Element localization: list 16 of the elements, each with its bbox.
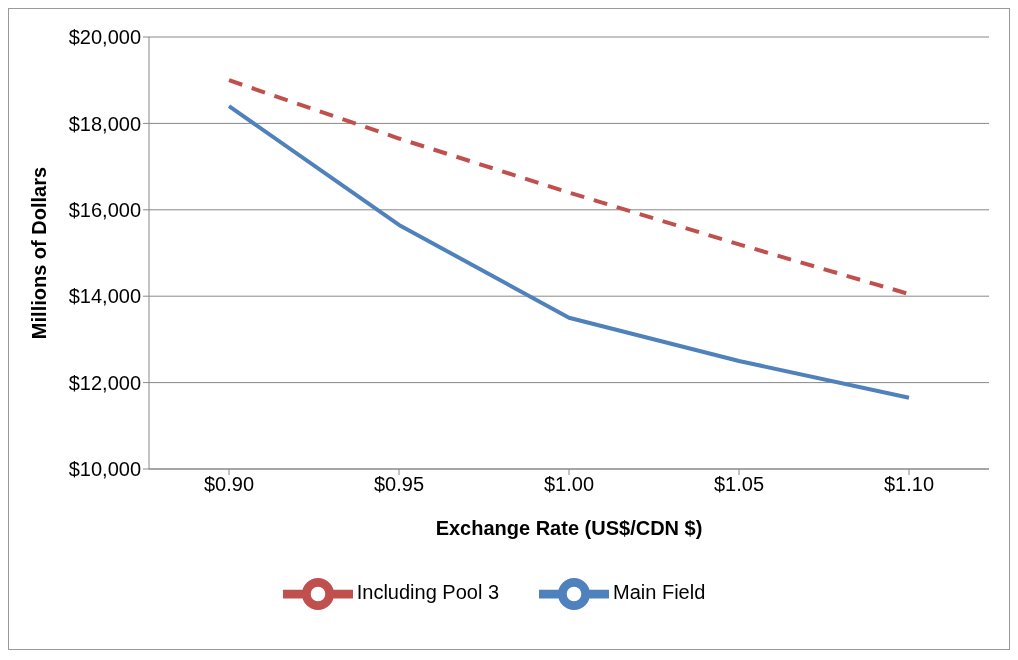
x-axis-title: Exchange Rate (US$/CDN $) — [435, 517, 703, 539]
legend-label: Including Pool 3 — [356, 581, 500, 604]
legend-label: Main Field — [613, 581, 706, 604]
x-tick-label: $0.95 — [373, 473, 425, 496]
y-axis-title: Millions of Dollars — [28, 166, 51, 340]
line-series — [227, 104, 911, 400]
y-tick-label: $10,000 — [68, 458, 141, 481]
x-tick-label: $0.90 — [203, 473, 255, 496]
y-tick-label: $20,000 — [68, 26, 141, 49]
x-tick-label: $1.10 — [883, 473, 935, 496]
x-tick-label: $1.00 — [543, 473, 595, 496]
y-tick-label: $16,000 — [68, 198, 141, 221]
y-tick-label: $18,000 — [68, 112, 141, 135]
x-tick-label: $1.05 — [713, 473, 765, 496]
y-tick-label: $14,000 — [68, 285, 141, 308]
y-tick-label: $12,000 — [68, 371, 141, 394]
